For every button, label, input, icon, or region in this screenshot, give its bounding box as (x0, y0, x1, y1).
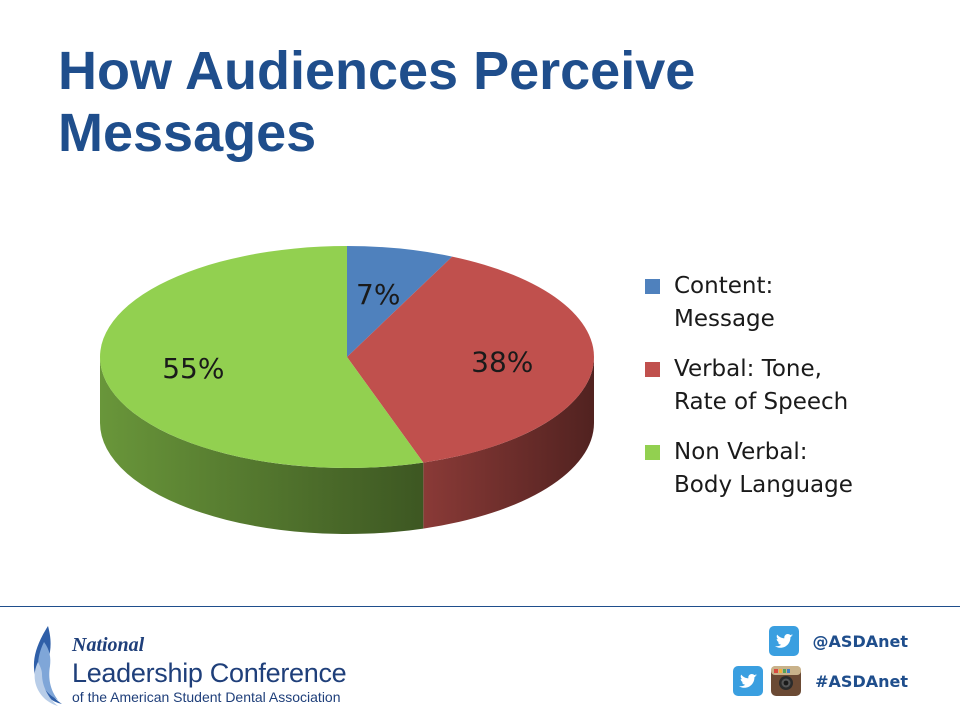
chart-legend: Content: Message Verbal: Tone, Rate of S… (645, 270, 945, 519)
legend-swatch (645, 445, 660, 460)
legend-label: Content: Message (674, 273, 775, 332)
flame-icon (33, 626, 62, 706)
hashtag-row: #ASDAnet (733, 666, 908, 696)
logo-national-text: National (72, 634, 145, 656)
legend-item-nonverbal: Non Verbal: Body Language (645, 436, 945, 502)
hashtag[interactable]: #ASDAnet (815, 671, 908, 691)
legend-item-verbal: Verbal: Tone, Rate of Speech (645, 353, 945, 419)
legend-label: Verbal: Tone, Rate of Speech (674, 356, 849, 415)
footer-divider (0, 606, 960, 607)
pie-slice (347, 246, 453, 357)
pie-slice (347, 256, 594, 463)
legend-swatch (645, 279, 660, 294)
legend-label: Non Verbal: Body Language (674, 439, 853, 498)
pie-slice (99, 246, 424, 468)
legend-item-content: Content: Message (645, 270, 945, 336)
twitter-icon[interactable] (733, 666, 764, 696)
pie-slice-label: 38% (471, 345, 533, 378)
logo-main-text: Leadership Conference (72, 658, 347, 688)
pie-slice-side (423, 357, 594, 529)
twitter-icon[interactable] (768, 626, 799, 656)
pie-slice-side (100, 357, 424, 534)
twitter-handle[interactable]: @ASDAnet (812, 631, 908, 651)
instagram-icon[interactable] (771, 666, 802, 696)
conference-logo: National Leadership Conference of the Am… (24, 620, 347, 710)
logo-sub-text: of the American Student Dental Associati… (72, 689, 341, 705)
legend-swatch (645, 362, 660, 377)
pie-slice-label: 7% (356, 278, 400, 311)
twitter-handle-row: @ASDAnet (768, 626, 908, 656)
slide-title: How Audiences Perceive Messages (58, 41, 696, 163)
pie-slice-label: 55% (162, 352, 224, 385)
